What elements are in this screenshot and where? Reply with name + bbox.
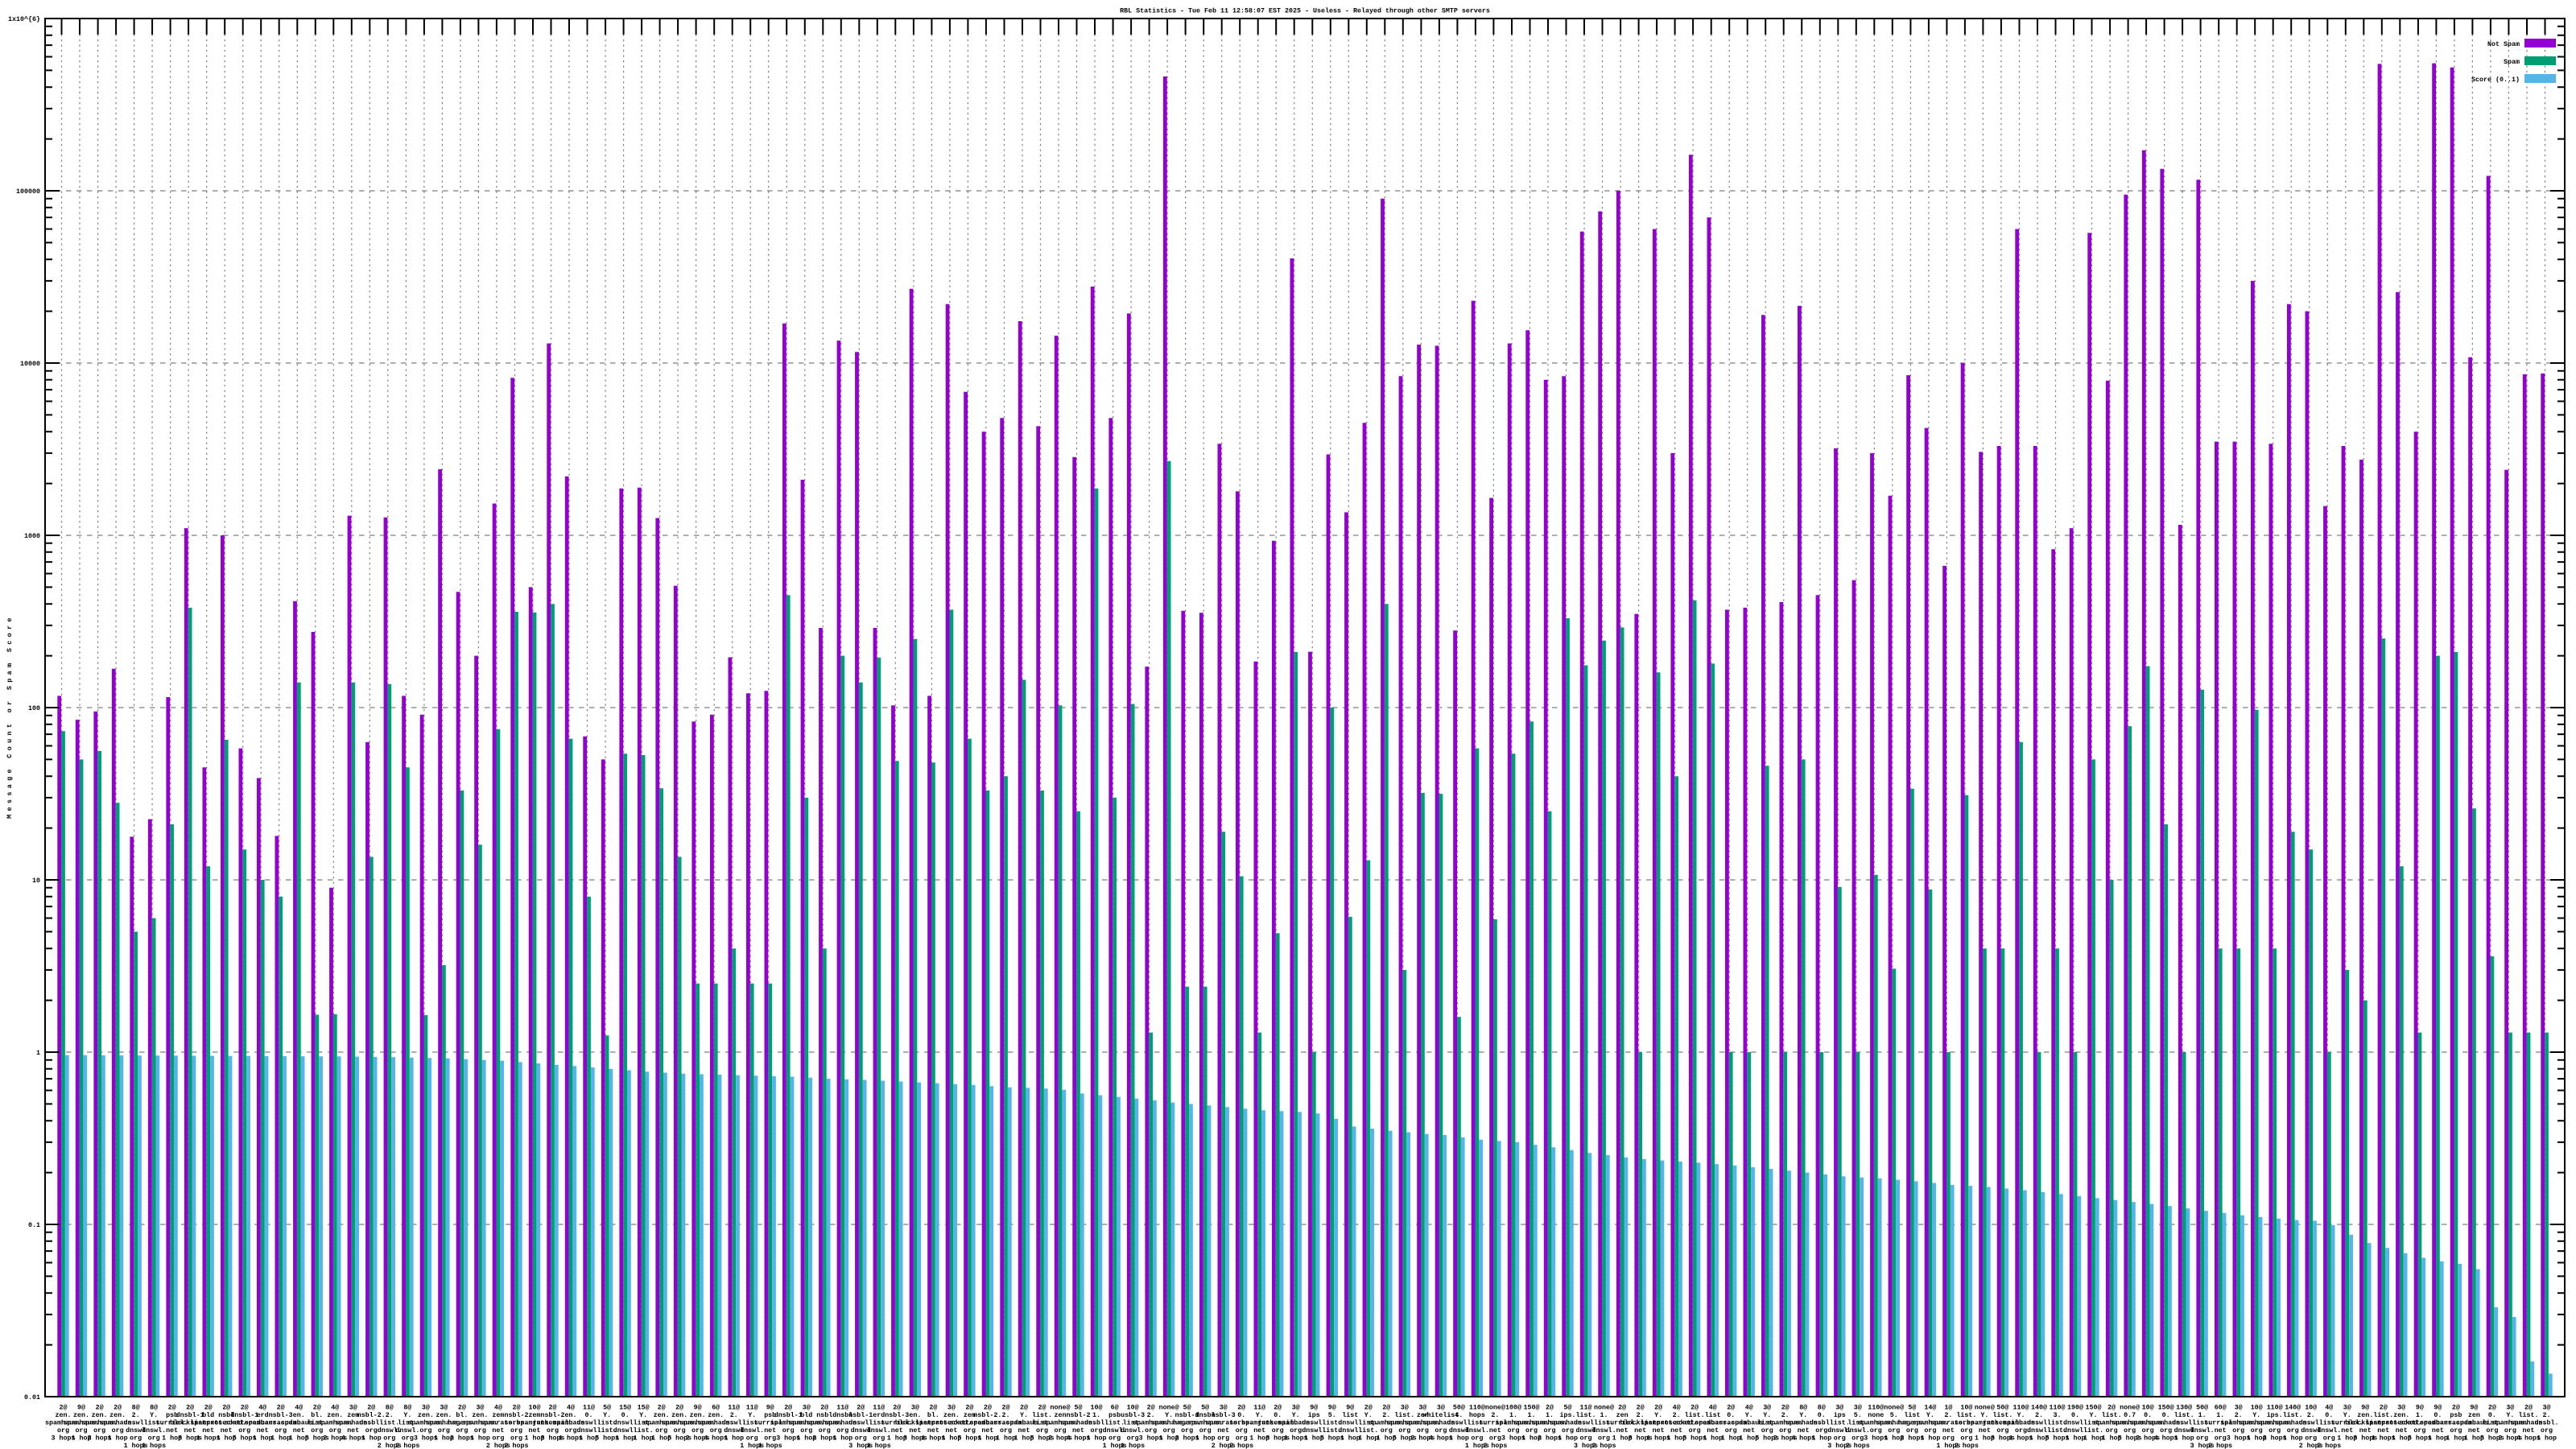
svg-text:Score (0..1): Score (0..1) bbox=[2471, 76, 2520, 84]
svg-text:Message Count or Spam Score: Message Count or Spam Score bbox=[6, 614, 14, 819]
svg-text:1 hops1 hops2 hops2 hops2 hops: 1 hops1 hops 2 hops2 hops 2 hops2 hops 1 ho… bbox=[124, 1442, 2342, 1449]
svg-text:100000: 100000 bbox=[16, 188, 40, 196]
svg-text:spamhaus.spamhaus.spamhaus.spa: spamhaus.spamhaus.spamhaus.spamhaus.dnsw… bbox=[45, 1419, 2558, 1427]
svg-text:100: 100 bbox=[28, 704, 40, 712]
svg-text:0.01: 0.01 bbox=[24, 1393, 40, 1402]
svg-text:RBL Statistics - Tue Feb 11 12: RBL Statistics - Tue Feb 11 12:58:07 EST… bbox=[1120, 7, 1490, 15]
svg-text:1000: 1000 bbox=[24, 532, 40, 540]
svg-text:zen.zen.zen.zen.2.Y.psbdnsbl-1: zen. zen. zen. zen. 2. Y. psbdnsbl-1bld nsbldns… bbox=[56, 1411, 2551, 1419]
svg-text:0.1: 0.1 bbox=[28, 1221, 40, 1229]
svg-text:Spam: Spam bbox=[2504, 58, 2520, 66]
svg-text:1: 1 bbox=[36, 1049, 40, 1057]
svg-text:1x10^{6}: 1x10^{6} bbox=[8, 15, 40, 23]
svg-text:10: 10 bbox=[32, 877, 40, 885]
svg-text:2@9@2@2@8@8@2@2@2@2@2@4@2@4@2@: 2@ 9@ 2@ 2@ 8@ 8@ 2@ 2@ 2@ 2@ 2@ 4@ 2@ 4@ 2@ 4@ 3@ 2@ 8@ 8@… bbox=[60, 1404, 2551, 1412]
svg-text:Not Spam: Not Spam bbox=[2487, 40, 2520, 48]
svg-text:10000: 10000 bbox=[20, 360, 40, 368]
